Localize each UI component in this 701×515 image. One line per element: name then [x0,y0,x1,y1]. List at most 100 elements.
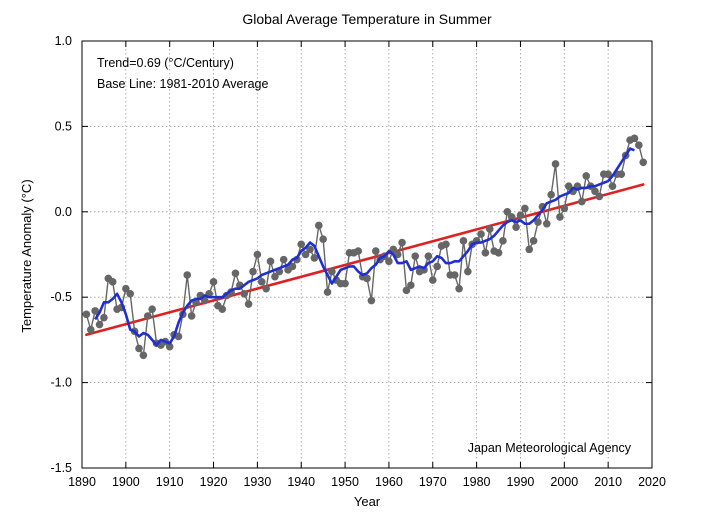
annual-series-layer [82,134,648,360]
annual-point [578,197,586,206]
annual-point [354,247,363,255]
annual-point [218,305,227,313]
annual-point [174,332,183,341]
annual-point [231,269,240,278]
x-tick-label: 1980 [463,475,491,489]
annual-point [288,262,297,271]
y-axis-title: Temperature Anomaly (°C) [19,179,34,332]
annual-point [323,288,332,296]
annual-point [314,221,323,230]
y-tick-label: 0.0 [55,205,72,219]
annual-point [525,245,534,254]
annual-point [485,225,494,233]
annual-point [306,245,314,254]
x-tick-label: 1940 [287,475,315,489]
annual-point [209,278,218,286]
annual-point [240,289,249,298]
grid-lines [82,41,652,468]
annual-point [556,213,564,221]
x-tick-label: 1900 [112,475,140,489]
running-mean-line [94,147,635,347]
chart-title: Global Average Temperature in Summer [242,11,492,27]
x-tick-label: 1970 [419,475,447,489]
annual-point [148,305,156,313]
annual-point [122,284,130,293]
annual-point [477,230,485,238]
annual-point [433,262,441,271]
annual-point [398,238,406,247]
annual-point [253,250,262,259]
annual-point [499,237,507,245]
source-annotation: Japan Meteorological Agency [468,441,632,455]
annual-point [411,252,420,261]
annual-point [442,240,450,249]
running-mean-layer [94,147,635,347]
annual-point [91,307,99,315]
axis-ticks [81,40,653,469]
annual-point [183,271,192,279]
y-tick-label: -1.5 [50,461,72,475]
annual-point [551,160,560,168]
y-tick-label: 1.0 [55,34,72,48]
annual-point [407,281,415,290]
annual-point [266,257,275,266]
annual-point [363,274,371,283]
annual-point [200,296,209,305]
annual-point [591,187,599,196]
annual-point [86,325,95,334]
annual-point [635,141,643,149]
annual-point [244,300,253,308]
trend-line-layer [85,183,645,337]
annual-point [262,284,270,293]
annual-point [450,271,459,279]
annual-point [582,172,591,180]
x-tick-label: 2000 [550,475,578,489]
plot-frame [81,40,653,469]
annual-point [459,237,468,245]
annual-point [108,278,117,286]
x-tick-label: 1950 [331,475,359,489]
annual-point [455,284,463,293]
annual-point [516,211,525,220]
baseline-annotation: Base Line: 1981-2010 Average [97,77,268,91]
annual-point [424,252,433,261]
annual-point [135,344,143,353]
annual-point [328,267,336,276]
x-axis-title: Year [354,494,381,509]
annual-point [257,278,266,286]
annual-point [560,204,569,213]
annual-point [126,289,135,298]
annual-point [310,254,319,262]
annual-point [82,310,91,319]
annual-point [301,250,310,259]
annual-line [85,137,644,358]
annual-point [100,313,108,322]
x-tick-label: 1960 [375,475,403,489]
x-tick-label: 1930 [243,475,271,489]
y-tick-label: -1.0 [50,376,72,390]
annual-point [595,192,604,201]
annual-point [249,267,257,276]
annual-point [428,276,437,284]
y-tick-label: 0.5 [55,119,72,133]
x-tick-label: 1990 [507,475,535,489]
x-tick-label: 1890 [68,475,96,489]
annual-point [521,204,529,213]
annual-point [95,320,104,329]
annual-point [547,190,555,199]
annual-point [503,208,512,216]
annual-point [402,286,411,295]
annual-point [271,272,279,281]
annual-point [341,279,349,288]
annual-point [187,312,196,320]
annual-point [542,219,551,228]
trend-line [85,183,645,337]
annual-point [481,248,490,257]
annual-point [389,245,398,254]
y-tick-labels: -1.5 -1.0 -0.5 0.0 0.5 1.0 [50,34,72,475]
annual-point [367,296,376,305]
annual-point [279,255,288,264]
annual-point [371,247,380,255]
